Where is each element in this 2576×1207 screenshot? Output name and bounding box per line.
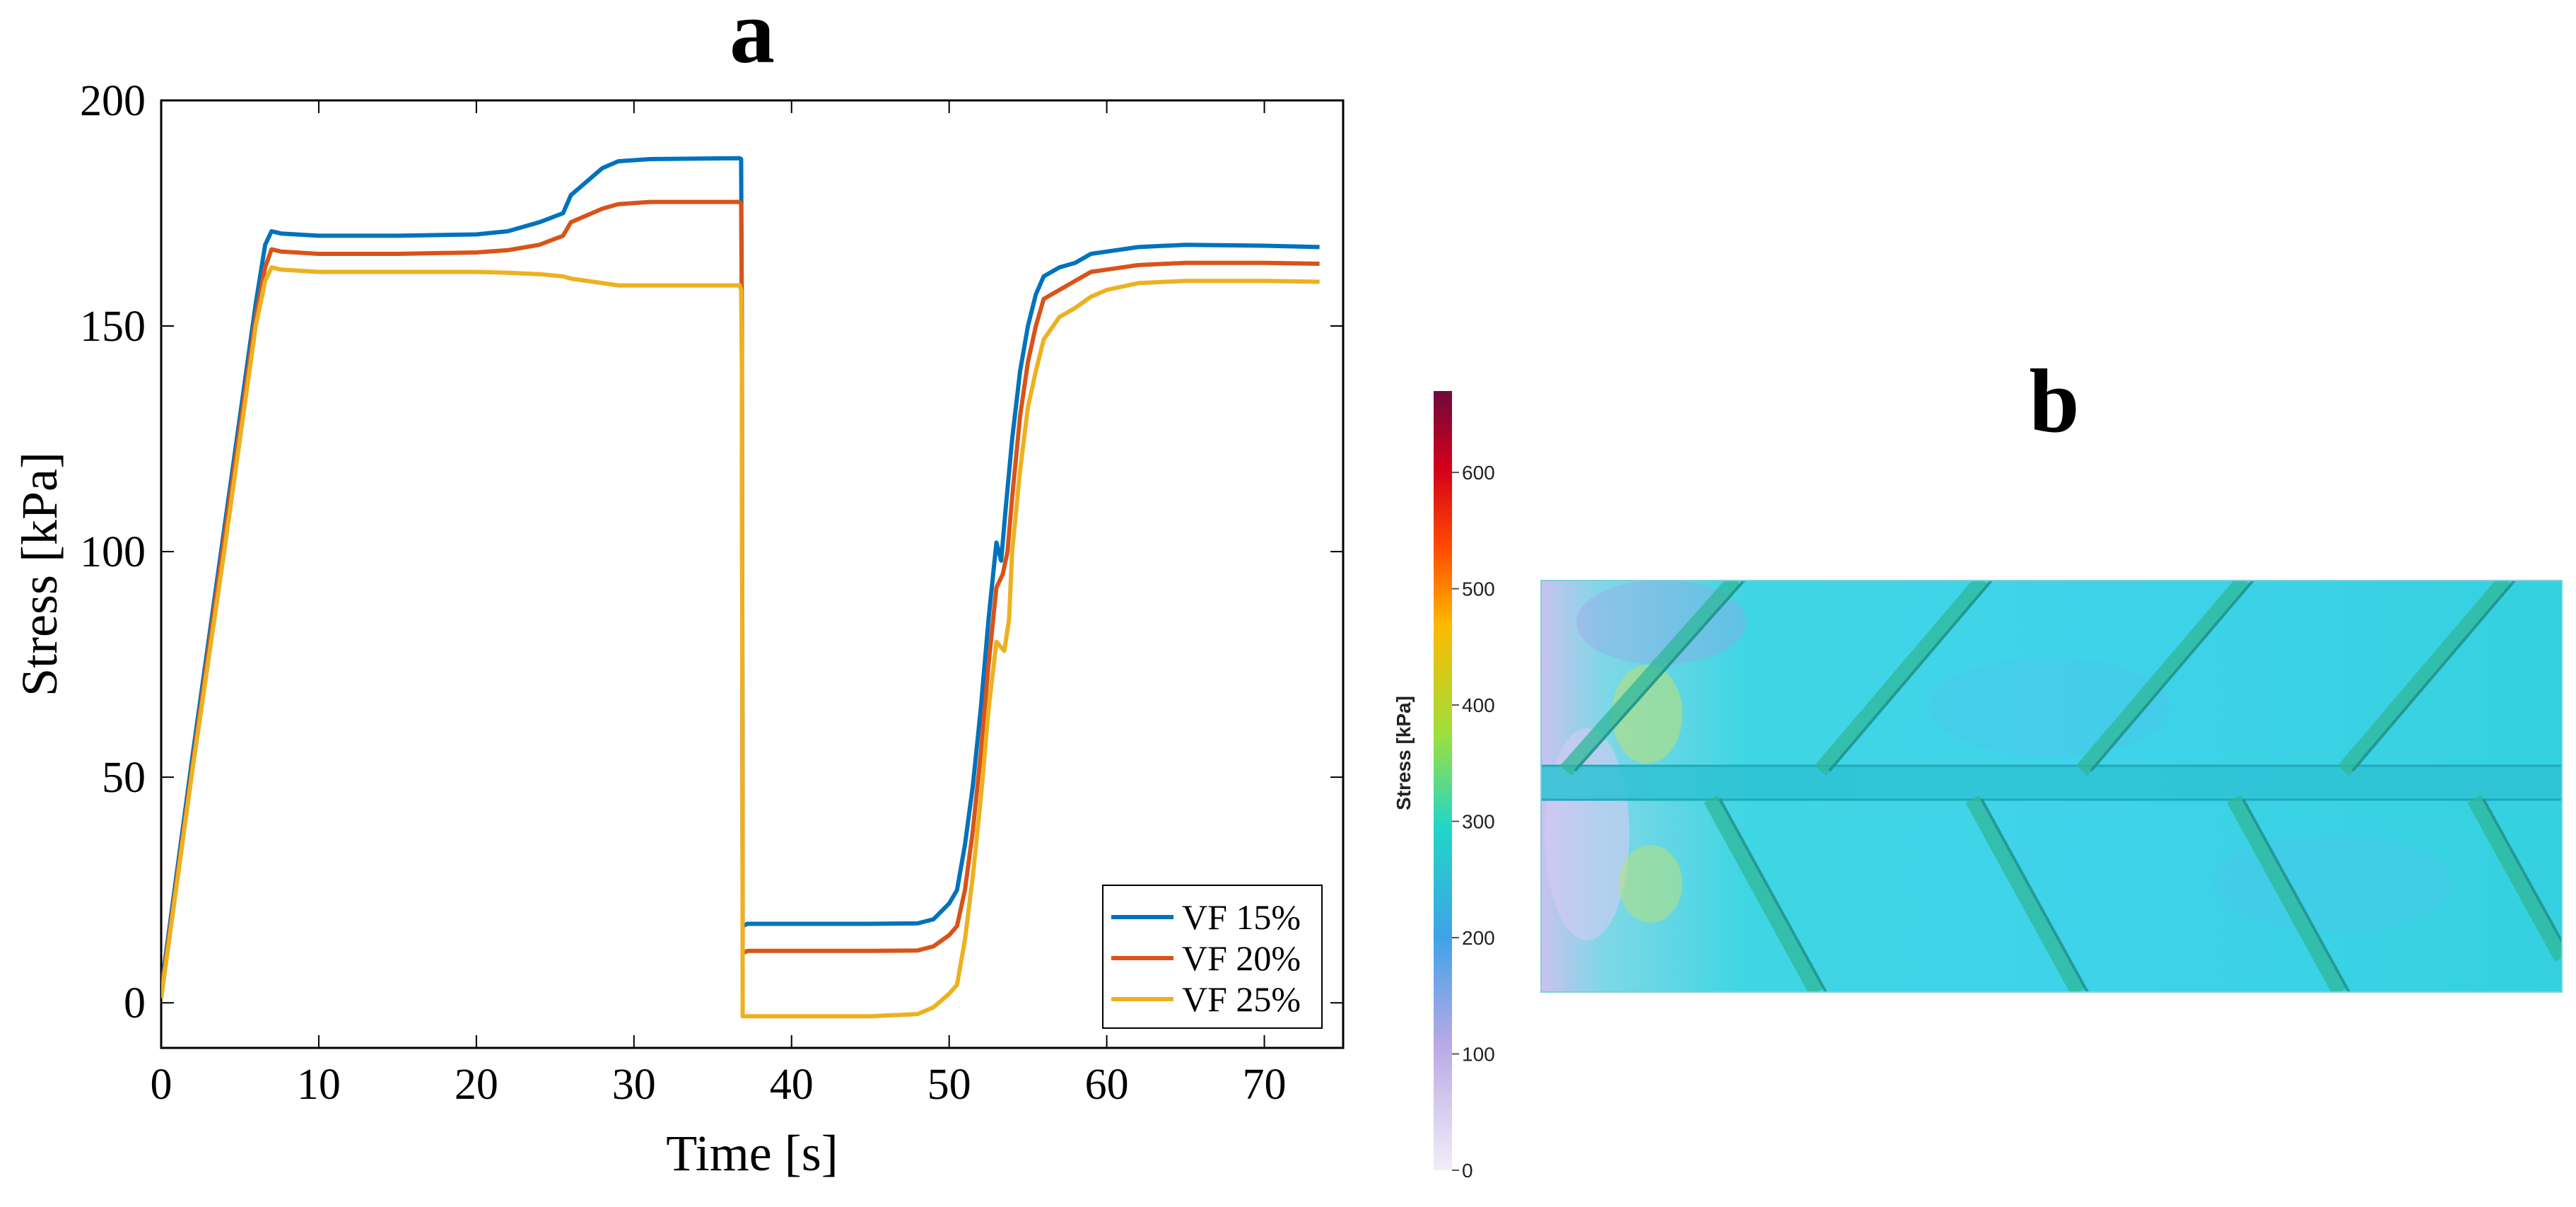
panel-b-label: b [2029, 351, 2079, 451]
colorbar-tick-label: 200 [1462, 927, 1495, 949]
x-tick-label: 50 [927, 1061, 971, 1109]
stress-field-image [1540, 580, 2563, 993]
x-tick-label: 10 [297, 1061, 341, 1109]
colorbar-tick-label: 300 [1462, 811, 1495, 833]
y-axis-title: Stress [kPa] [11, 452, 68, 696]
legend-label-1: VF 15% [1182, 897, 1301, 937]
y-tick-label: 50 [102, 754, 146, 802]
x-tick-label: 20 [455, 1061, 498, 1109]
panel-a-label: a [730, 0, 775, 82]
colorbar-tick-label: 100 [1462, 1044, 1495, 1066]
colorbar-tick-label: 600 [1462, 462, 1495, 484]
x-axis-title: Time [s] [666, 1125, 838, 1182]
x-tick-label: 30 [612, 1061, 656, 1109]
y-tick-label: 150 [80, 303, 146, 351]
colorbar-ticks: 0 100 200 300 400 500 600 [1452, 462, 1495, 1182]
legend-label-2: VF 20% [1182, 938, 1301, 978]
legend-label-3: VF 25% [1182, 979, 1301, 1019]
x-tick-label: 60 [1085, 1061, 1129, 1109]
stress-field-pattern [1541, 581, 2562, 992]
colorbar-tick-label: 400 [1462, 694, 1495, 716]
y-tick-label: 200 [80, 77, 146, 125]
colorbar-tick-label: 500 [1462, 578, 1495, 600]
y-tick-label: 100 [80, 528, 146, 576]
colorbar-title: Stress [kPa] [1393, 696, 1415, 810]
series-line-3 [161, 265, 1320, 1019]
line-chart: 0 10 20 30 40 50 60 70 0 50 100 150 200 Time [s] Str… [11, 77, 1345, 1182]
legend: VF 15%VF 20%VF 25% [1102, 885, 1323, 1029]
x-tick-label: 70 [1243, 1061, 1287, 1109]
x-tick-label: 0 [151, 1061, 172, 1109]
colorbar: 0 100 200 300 400 500 600 Stress [kPa] [1393, 391, 1495, 1182]
colorbar-tick-label: 0 [1462, 1160, 1473, 1182]
colorbar-gradient [1434, 391, 1452, 1170]
series-line-1 [161, 156, 1320, 990]
series-line-2 [161, 199, 1320, 994]
series-lines [161, 156, 1320, 1019]
stress-field-border [1540, 580, 2563, 993]
axis-ticks: 0 10 20 30 40 50 60 70 0 50 100 150 200 [80, 77, 1343, 1109]
y-tick-label: 0 [124, 979, 146, 1027]
x-tick-label: 40 [770, 1061, 814, 1109]
